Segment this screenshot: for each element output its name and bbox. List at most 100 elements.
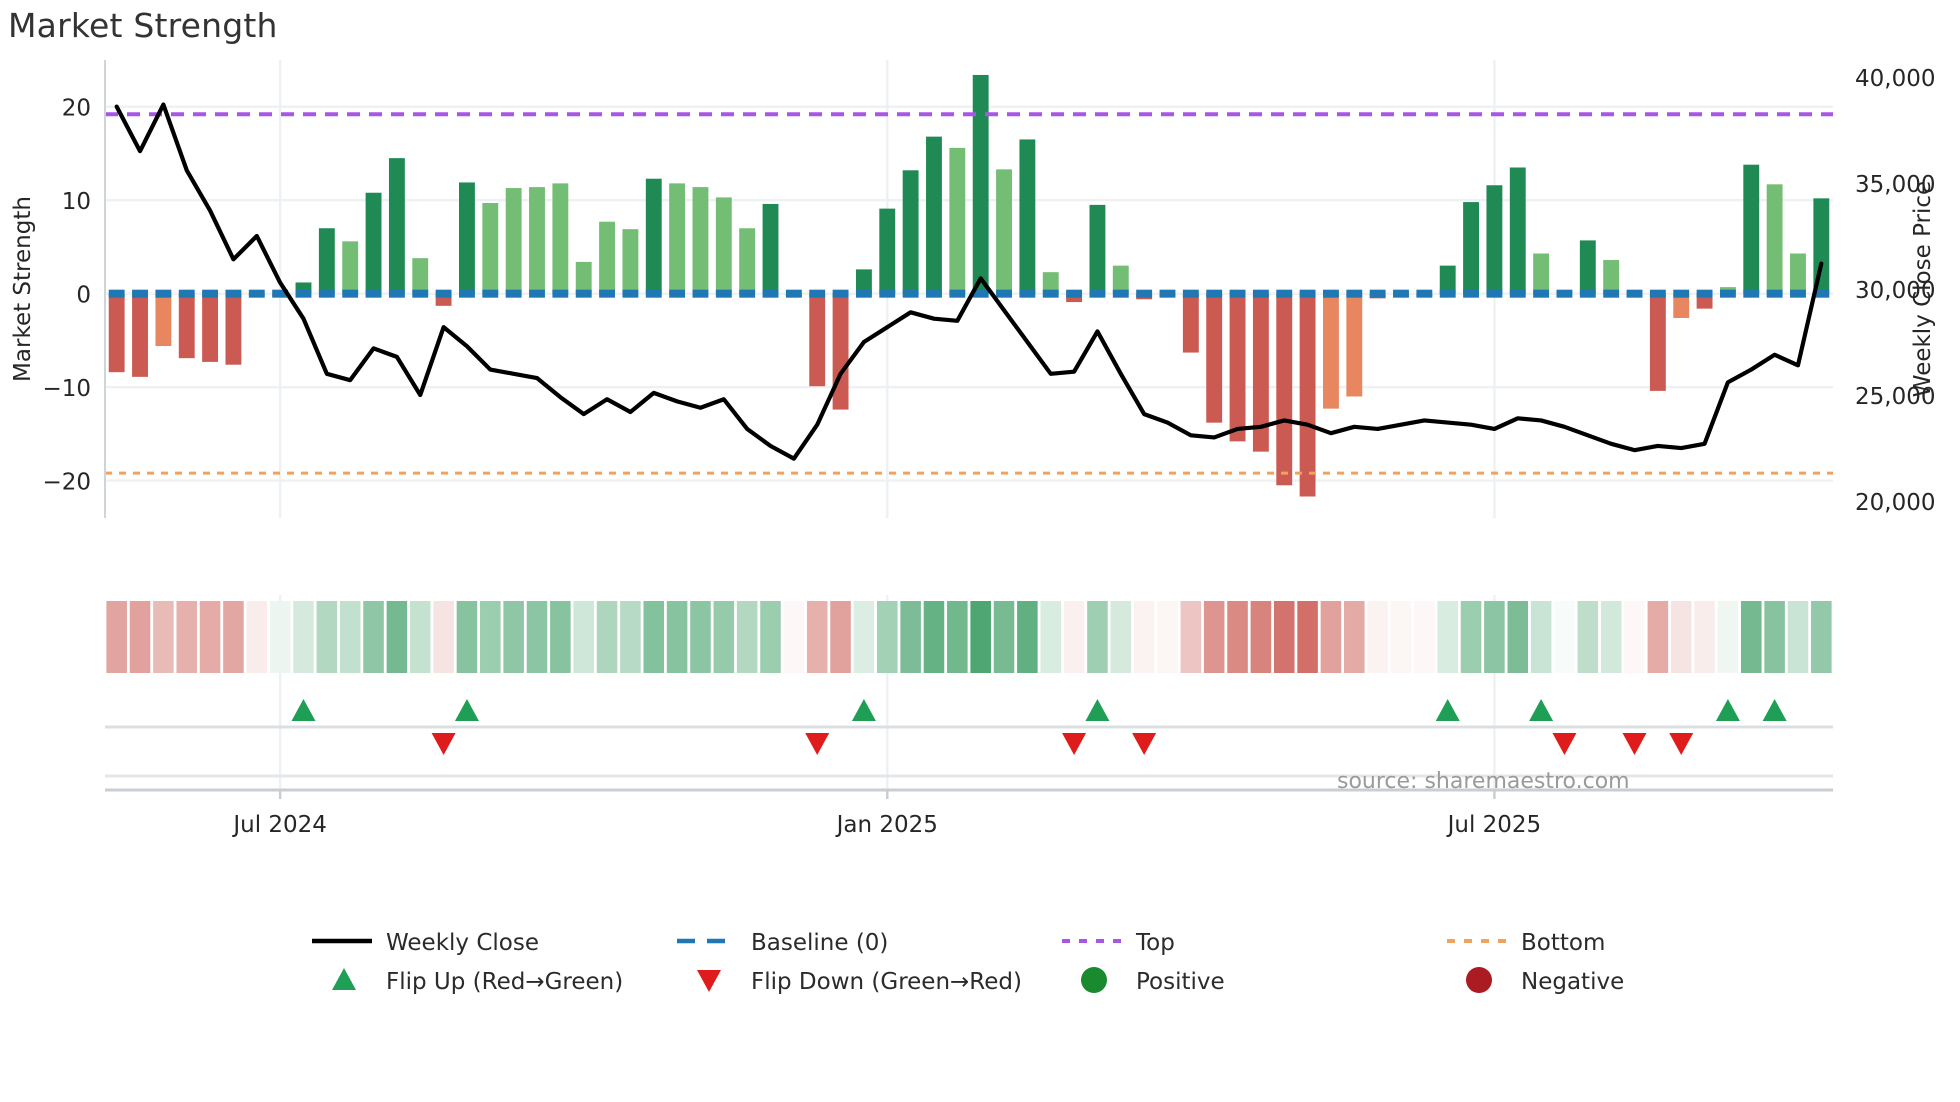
left-axis-tick: 20 [62,96,91,122]
bar-market-strength [155,293,172,347]
legend-label: Weekly Close [386,930,539,956]
heatmap-cell [596,601,618,673]
heatmap-cell [199,601,221,673]
bar-market-strength [1813,198,1830,294]
baseline-segment [132,289,148,298]
bar-market-strength [1299,293,1316,497]
baseline-segment [482,289,499,298]
heatmap-cell [783,601,805,673]
bar-market-strength [972,74,989,294]
heatmap-cell [1600,601,1622,673]
heatmap-cell [947,601,968,673]
bar-market-strength [1766,184,1783,294]
flip-down-marker [1622,733,1647,755]
heatmap-cell [643,601,665,673]
legend-triangle-up-swatch [332,968,356,990]
legend-layer: Weekly Close Baseline (0) Top Bottom Flip Up… [312,930,1624,995]
heatmap-cell [993,601,1015,673]
bar-market-strength [529,187,545,294]
baseline-segment [1579,289,1596,298]
baseline-segment [1813,289,1830,298]
heatmap-cell [1460,601,1482,673]
bar-market-strength [459,182,475,294]
baseline-segment [1299,289,1316,298]
right-axis-tick: 25,000 [1855,384,1935,410]
legend-label: Flip Up (Red→Green) [386,969,623,995]
baseline-segment [855,289,872,298]
flip-up-marker [454,699,479,721]
page-title: Market Strength [8,6,278,45]
axes-layer: 20 10 0 −10 −20 40,000 35,000 30,000 25,000 20,00… [10,60,1936,838]
heatmap-cell [1017,601,1038,673]
baseline-segment [692,289,709,298]
heatmap-cell [503,601,524,673]
baseline-segment [1159,289,1176,298]
flip-up-marker [1529,699,1554,721]
flip-up-marker [291,699,316,721]
heatmap-cell [339,601,361,673]
bar-market-strength [599,221,615,294]
heatmap-cell [293,601,314,673]
left-axis-tick: 10 [62,189,91,215]
heatmap-cell [1577,601,1599,673]
baseline-segment [1766,289,1783,298]
heatmap-cell [760,601,781,673]
bar-market-strength [202,293,219,362]
heatmap-cell [1133,601,1155,673]
baseline-segment [996,289,1012,298]
flip-down-marker [431,733,456,755]
heatmap-cell [830,601,851,673]
baseline-segment [1206,289,1223,298]
baseline-segment [505,289,522,298]
legend-label: Positive [1136,969,1225,995]
bar-market-strength [388,158,405,294]
bar-market-strength [505,188,522,294]
baseline-segment [1743,289,1760,298]
baseline-segment [1790,289,1806,298]
bottom-axis-tick: Jul 2024 [231,812,327,838]
heatmap-cell [1717,601,1739,673]
right-axis-tick: 20,000 [1855,490,1935,516]
baseline-segment [622,289,639,298]
bar-market-strength [1276,293,1293,486]
bar-market-strength [692,187,709,294]
flip-down-marker [1062,733,1087,755]
legend-label: Flip Down (Green→Red) [751,969,1022,995]
bar-market-strength [225,293,242,365]
baseline-segment [1136,289,1153,298]
baseline-segment [669,289,686,298]
heatmap-cell [923,601,945,673]
flip-down-marker [1132,733,1157,755]
baseline-segment [1696,289,1713,298]
baseline-segment [1439,289,1456,298]
heatmap-cell [550,601,571,673]
heatmap-cell [900,601,921,673]
heatmap-cell [526,601,548,673]
bar-market-strength [295,282,312,294]
heatmap-cell [223,601,244,673]
baseline-segment [926,289,942,298]
heatmap-cell [1624,601,1645,673]
baseline-segment [575,289,592,298]
bar-market-strength [178,293,195,359]
bar-market-strength [669,183,686,294]
heatmap-cell [1764,601,1785,673]
right-axis-tick: 35,000 [1855,172,1935,198]
legend-label: Top [1135,930,1175,956]
baseline-segment [1393,289,1409,298]
bar-market-strength [1089,204,1106,294]
heatmap-cell [1110,601,1132,673]
bar-market-strength [879,208,896,294]
legend-triangle-down-swatch [697,970,721,992]
baseline-segment [1719,289,1736,298]
heatmap-cell [970,601,991,673]
heatmap-cell [876,601,898,673]
baseline-segment [1252,289,1269,298]
flip-down-marker [1552,733,1577,755]
baseline-segment [1346,289,1363,298]
bar-market-strength [1463,202,1479,294]
baseline-segment [739,289,756,298]
bar-market-strength [1673,293,1690,318]
heatmap-cell [1670,601,1692,673]
